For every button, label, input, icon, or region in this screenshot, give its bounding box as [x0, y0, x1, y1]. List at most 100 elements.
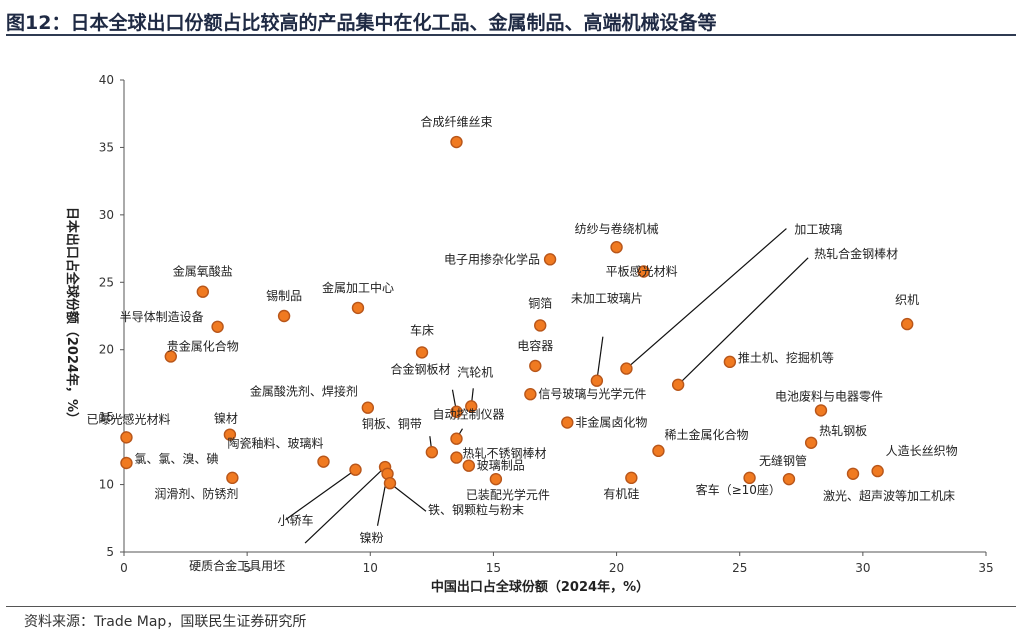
source-note: 资料来源：Trade Map，国联民生证券研究所 — [24, 614, 307, 630]
x-tick-label: 35 — [978, 561, 993, 575]
data-label: 车床 — [410, 322, 434, 337]
data-point — [164, 350, 177, 363]
x-axis-title: 中国出口占全球份额（2024年，%） — [431, 579, 649, 595]
data-label: 推土机、挖掘机等 — [738, 350, 834, 365]
data-point — [561, 416, 574, 429]
data-point — [804, 436, 818, 449]
data-point — [317, 455, 330, 468]
data-point — [489, 472, 503, 486]
x-tick-label: 25 — [732, 561, 747, 575]
data-label: 玻璃制品 — [477, 459, 525, 473]
data-point — [450, 432, 463, 445]
data-point — [425, 446, 439, 459]
leader-line — [285, 469, 356, 521]
data-label: 激光、超声波等加工机床 — [823, 488, 955, 503]
data-label: 热轧合金钢棒材 — [814, 246, 898, 261]
data-label: 稀土金属化合物 — [664, 427, 748, 442]
data-point — [462, 459, 475, 472]
data-point — [814, 404, 828, 417]
data-label: 已曝光感光材料 — [86, 411, 170, 426]
data-label: 纺纱与卷绕机械 — [575, 221, 659, 236]
data-point — [846, 467, 860, 480]
data-point — [450, 451, 463, 464]
data-label: 热轧钢板 — [819, 424, 867, 438]
data-label: 镍材 — [214, 412, 238, 426]
data-label: 硬质合金工具用坯 — [189, 558, 285, 573]
data-label: 合金钢板材 — [390, 362, 450, 377]
page-title: 图12：日本全球出口份额占比较高的产品集中在化工品、金属制品、高端机械设备等 — [6, 12, 717, 34]
title-rule — [6, 34, 1016, 36]
data-label: 氯、氯、溴、碘 — [134, 452, 218, 466]
data-label: 未加工玻璃片 — [571, 292, 643, 306]
data-label: 金属酸洗剂、焊接剂 — [250, 384, 358, 399]
data-point — [349, 463, 362, 476]
data-label: 已装配光学元件 — [466, 487, 550, 502]
data-label: 客车（≥10座） — [696, 482, 781, 497]
data-point — [524, 388, 537, 401]
data-point — [277, 309, 291, 323]
y-tick-label: 10 — [99, 478, 114, 492]
data-label: 无缝钢管 — [759, 453, 807, 468]
data-point — [637, 265, 650, 278]
data-label: 人造长丝织物 — [886, 444, 958, 458]
data-label: 热轧不锈钢棒材 — [462, 447, 546, 461]
data-point — [211, 320, 224, 333]
data-label: 贵金属化合物 — [167, 338, 239, 353]
data-label: 铁、钢颗粒与粉末 — [428, 502, 524, 517]
data-label: 铜箔 — [528, 295, 552, 310]
leader-line — [677, 257, 809, 386]
data-point — [415, 346, 429, 359]
y-tick-label: 5 — [106, 545, 114, 559]
data-point — [743, 471, 756, 485]
data-label: 信号玻璃与光学元件 — [538, 386, 646, 401]
data-point — [383, 477, 397, 490]
data-point — [590, 374, 604, 387]
data-point — [900, 317, 914, 331]
leader-line — [626, 228, 787, 370]
y-axis-title: 日本出口占全球份额（2024年，%） — [64, 207, 80, 425]
data-point — [465, 400, 478, 413]
data-point — [529, 359, 542, 373]
data-label: 镍粉 — [360, 531, 384, 545]
data-label: 有机硅 — [603, 487, 639, 501]
data-point — [534, 319, 547, 332]
data-label: 润滑剂、防锈剂 — [154, 486, 238, 501]
data-label: 电子用掺杂化学品 — [444, 251, 540, 266]
data-point — [226, 471, 239, 485]
x-tick-label: 30 — [855, 561, 870, 575]
data-point — [351, 301, 365, 315]
x-tick-label: 10 — [363, 561, 378, 575]
data-point — [610, 241, 623, 254]
data-label: 织机 — [895, 293, 919, 307]
data-label: 金属加工中心 — [322, 280, 394, 295]
data-points — [120, 135, 914, 490]
data-point — [120, 431, 133, 444]
data-point — [620, 362, 633, 375]
data-label: 金属氧酸盐 — [173, 264, 233, 279]
x-tick-label: 20 — [609, 561, 624, 575]
data-point — [196, 285, 210, 298]
data-label: 半导体制造设备 — [120, 310, 204, 324]
y-tick-label: 30 — [99, 208, 114, 222]
leader-line — [389, 482, 427, 512]
y-tick-label: 35 — [99, 140, 114, 154]
data-point — [782, 472, 796, 486]
y-tick-label: 20 — [99, 343, 114, 357]
data-point — [723, 355, 737, 369]
data-point — [652, 444, 665, 458]
footer-rule — [6, 606, 1016, 607]
data-point — [871, 464, 884, 478]
data-point — [543, 253, 557, 266]
data-label: 陶瓷釉料、玻璃料 — [227, 436, 323, 451]
data-label: 铜板、铜带 — [362, 416, 422, 431]
x-tick-label: 5 — [243, 561, 251, 575]
data-label: 自动控制仪器 — [432, 408, 504, 422]
data-point — [120, 456, 133, 470]
data-point — [450, 135, 463, 149]
leader-line — [596, 336, 604, 381]
x-tick-label: 0 — [120, 561, 128, 575]
data-point — [671, 378, 685, 391]
data-label: 锡制品 — [266, 288, 302, 303]
